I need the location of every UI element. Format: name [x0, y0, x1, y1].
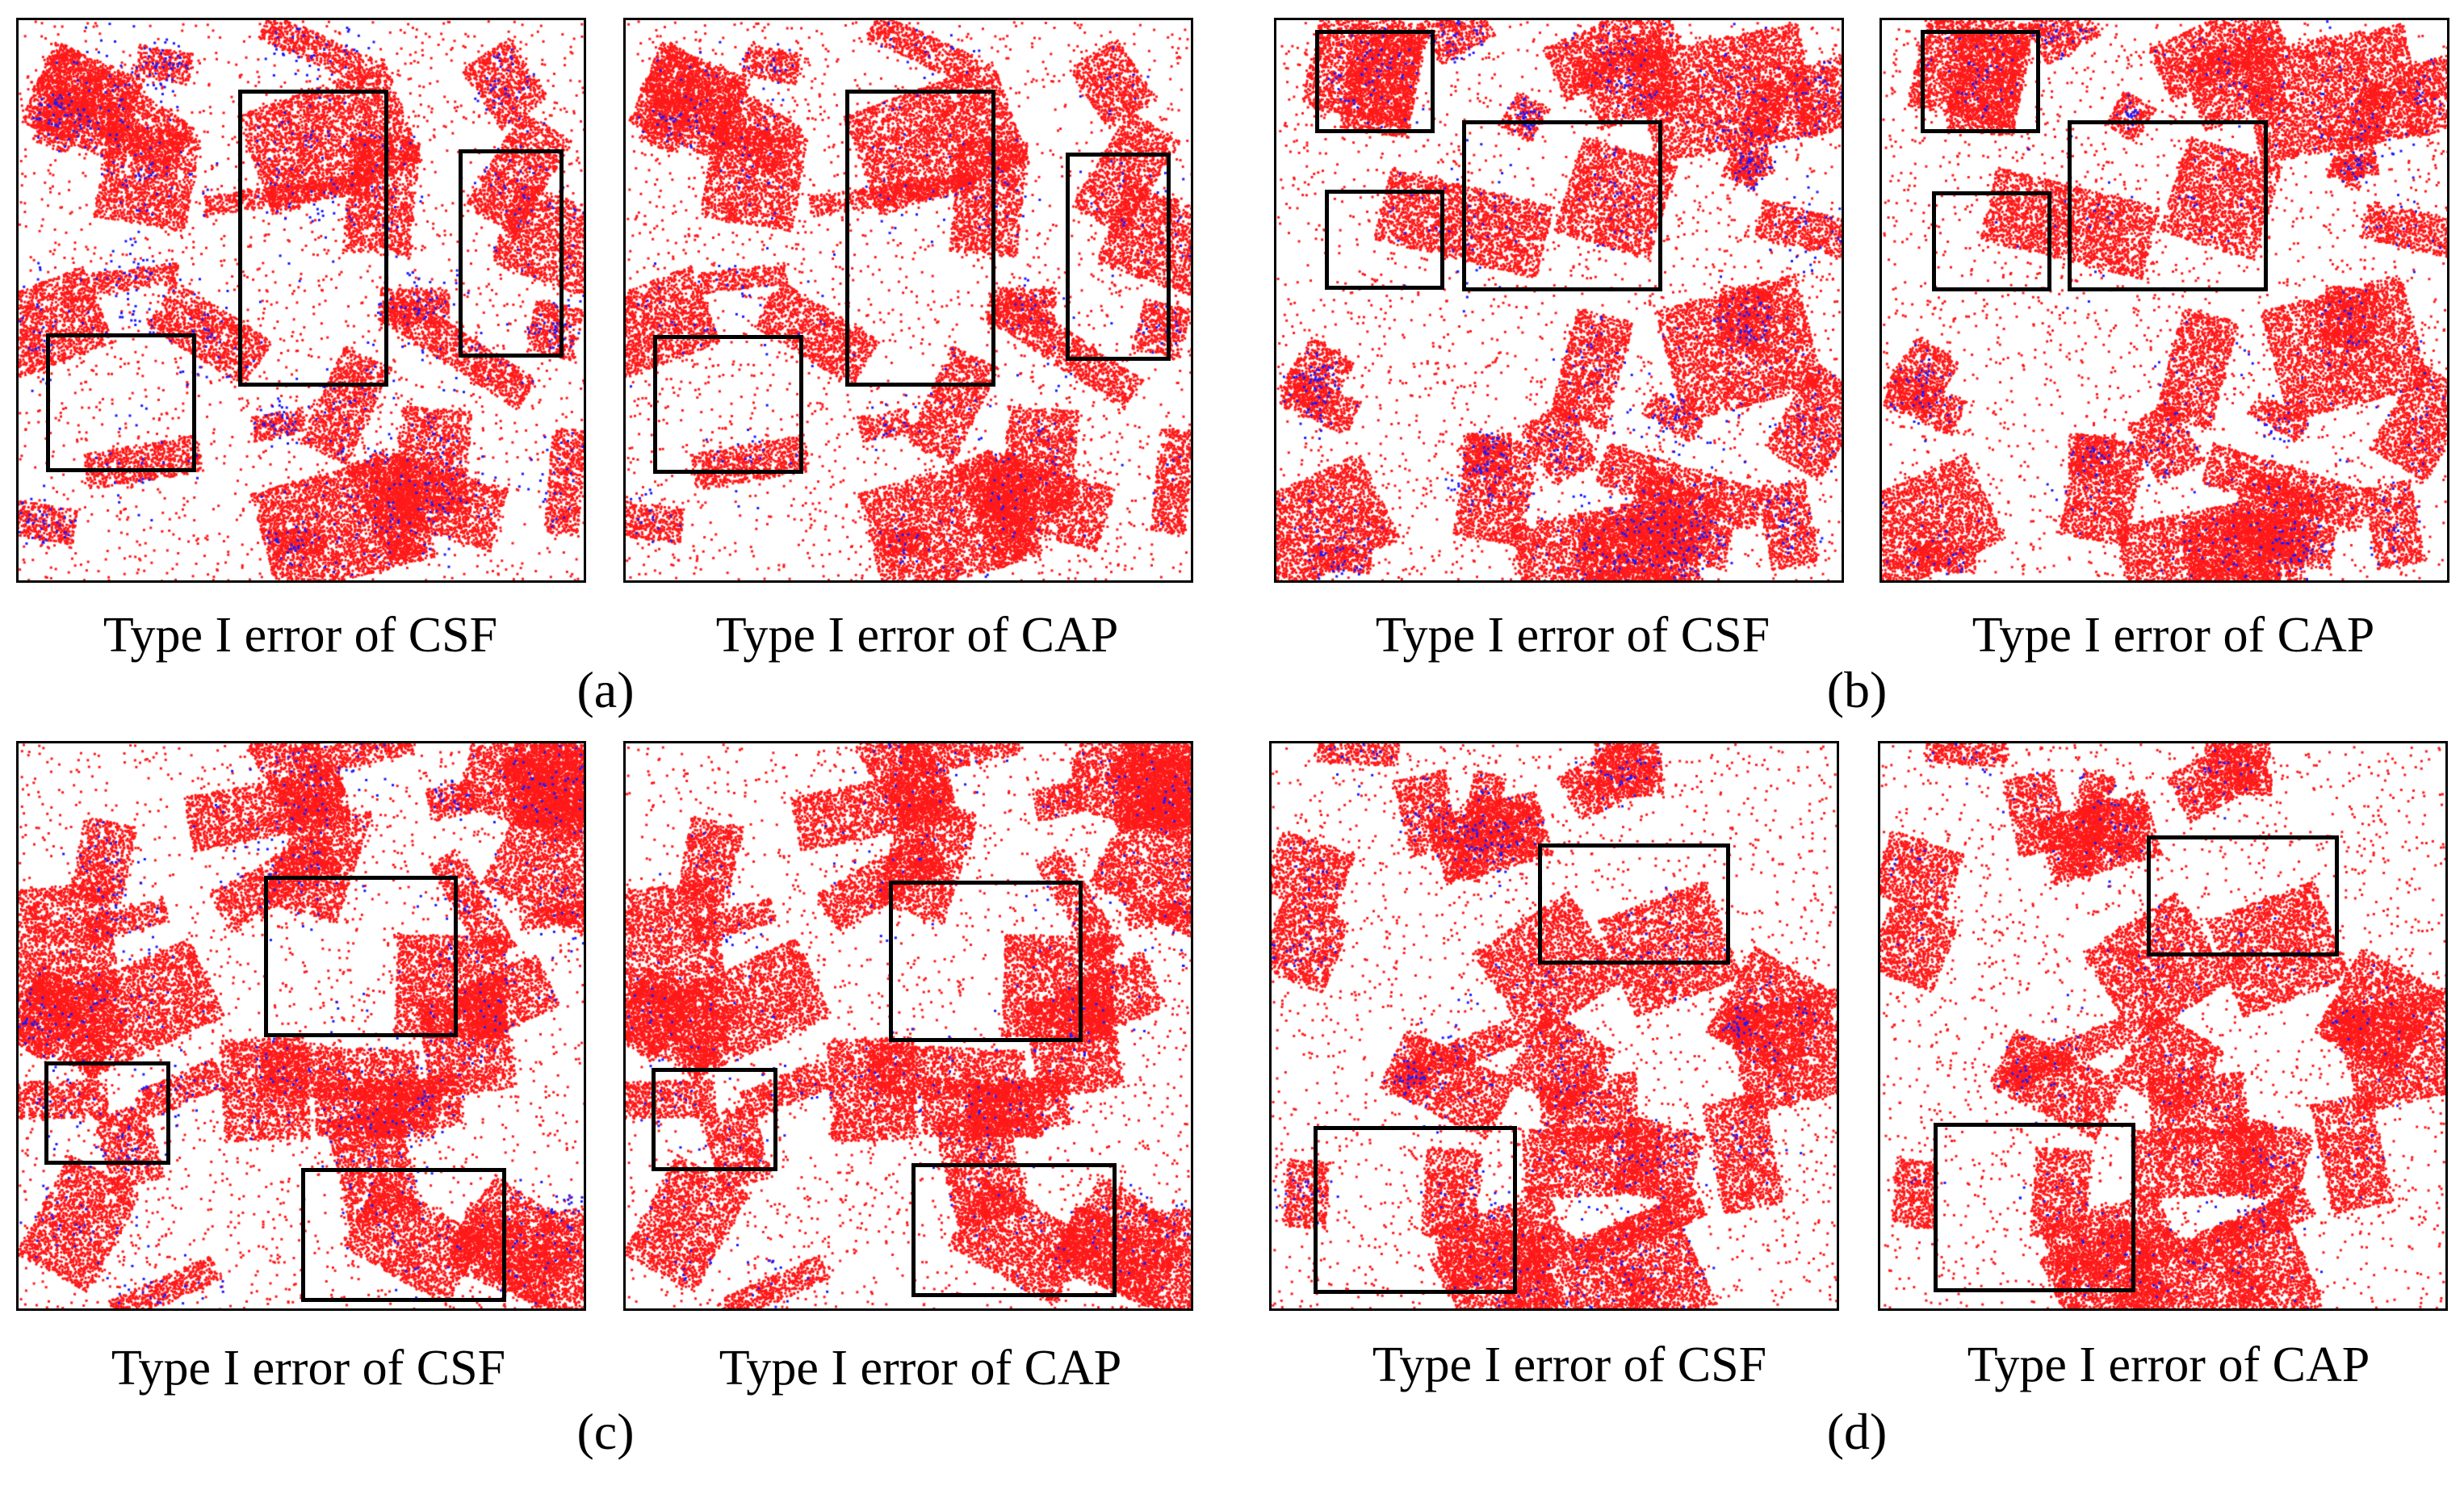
caption: Type I error of CSF: [1375, 608, 1770, 663]
caption: Type I error of CAP: [715, 608, 1119, 663]
caption: Type I error of CSF: [103, 608, 498, 663]
highlight-box: [1932, 191, 2051, 291]
highlight-box: [2147, 835, 2339, 956]
point-cloud-image: [1276, 20, 1842, 580]
subfigure-label: (c): [576, 1403, 635, 1460]
highlight-box: [1934, 1123, 2135, 1292]
subfigure-label: (b): [1826, 661, 1888, 718]
highlight-box: [44, 1061, 170, 1165]
highlight-box: [459, 149, 564, 358]
panel-a-csf: [16, 18, 586, 583]
point-cloud-image: [19, 20, 584, 580]
caption: Type I error of CAP: [1972, 608, 2375, 663]
panel-d-cap: [1878, 741, 2448, 1311]
highlight-box: [1066, 153, 1171, 361]
panel-a-cap: [623, 18, 1193, 583]
panel-c-csf: [16, 741, 586, 1311]
panel-c-cap: [623, 741, 1193, 1311]
highlight-box: [46, 333, 196, 472]
highlight-box: [1921, 30, 2040, 133]
highlight-box: [2068, 120, 2268, 291]
panel-d-csf: [1269, 741, 1839, 1311]
caption: Type I error of CAP: [719, 1341, 1122, 1396]
caption: Type I error of CSF: [1372, 1337, 1767, 1392]
highlight-box: [889, 881, 1083, 1042]
point-cloud-image: [626, 743, 1191, 1308]
highlight-box: [1538, 843, 1730, 965]
panel-b-cap: [1879, 18, 2449, 583]
subfigure-label: (a): [576, 661, 635, 718]
caption: Type I error of CSF: [111, 1341, 506, 1396]
highlight-box: [1325, 190, 1444, 290]
point-cloud-image: [1272, 743, 1837, 1308]
highlight-box: [911, 1163, 1117, 1297]
highlight-box: [1315, 30, 1435, 133]
highlight-box: [264, 876, 458, 1037]
highlight-box: [652, 1068, 777, 1171]
panel-b-csf: [1274, 18, 1844, 583]
highlight-box: [1314, 1126, 1517, 1294]
highlight-box: [845, 90, 995, 387]
caption: Type I error of CAP: [1967, 1337, 2370, 1392]
highlight-box: [653, 335, 803, 474]
point-cloud-image: [626, 20, 1191, 580]
point-cloud-image: [1882, 20, 2447, 580]
subfigure-label: (d): [1826, 1403, 1888, 1460]
highlight-box: [301, 1168, 506, 1302]
highlight-box: [1462, 120, 1662, 291]
highlight-box: [238, 90, 388, 387]
